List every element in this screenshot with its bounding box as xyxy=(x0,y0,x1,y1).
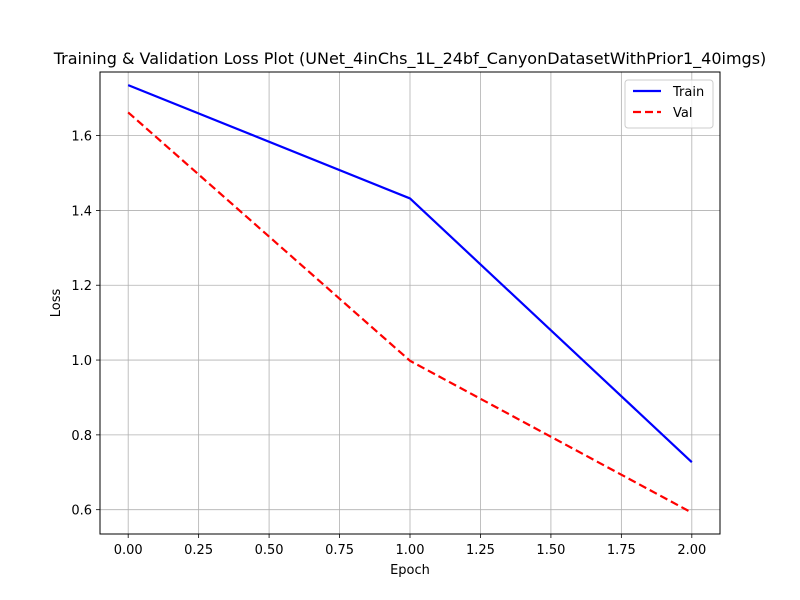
chart-title: Training & Validation Loss Plot (UNet_4i… xyxy=(53,49,767,69)
y-axis-label: Loss xyxy=(49,289,64,318)
y-tick-label: 1.4 xyxy=(71,204,92,219)
legend: Train Val xyxy=(624,79,714,129)
series-line-train xyxy=(127,84,693,463)
y-tick-label: 1.0 xyxy=(71,354,92,369)
legend-val-label: Val xyxy=(673,106,692,121)
axis-ticks: 0.00 0.25 0.50 0.75 1.00 1.25 1.50 1.75 2.00 0.6 0… xyxy=(71,130,706,558)
x-tick-label: 1.25 xyxy=(466,543,495,558)
x-tick-label: 0.75 xyxy=(325,543,354,558)
x-tick-label: 0.50 xyxy=(255,543,284,558)
legend-train-label: Train xyxy=(672,85,704,100)
y-tick-label: 1.2 xyxy=(71,279,92,294)
y-tick-label: 1.6 xyxy=(71,130,92,145)
x-tick-label: 1.50 xyxy=(536,543,565,558)
series-lines xyxy=(127,84,693,514)
x-tick-label: 1.75 xyxy=(607,543,636,558)
x-tick-label: 0.25 xyxy=(184,543,213,558)
series-line-val xyxy=(127,111,693,514)
y-tick-label: 0.8 xyxy=(71,429,92,444)
x-tick-label: 2.00 xyxy=(677,543,706,558)
x-tick-label: 1.00 xyxy=(396,543,425,558)
x-tick-label: 0.00 xyxy=(114,543,143,558)
x-axis-label: Epoch xyxy=(390,563,430,578)
y-tick-label: 0.6 xyxy=(71,504,92,519)
grid xyxy=(100,72,720,534)
